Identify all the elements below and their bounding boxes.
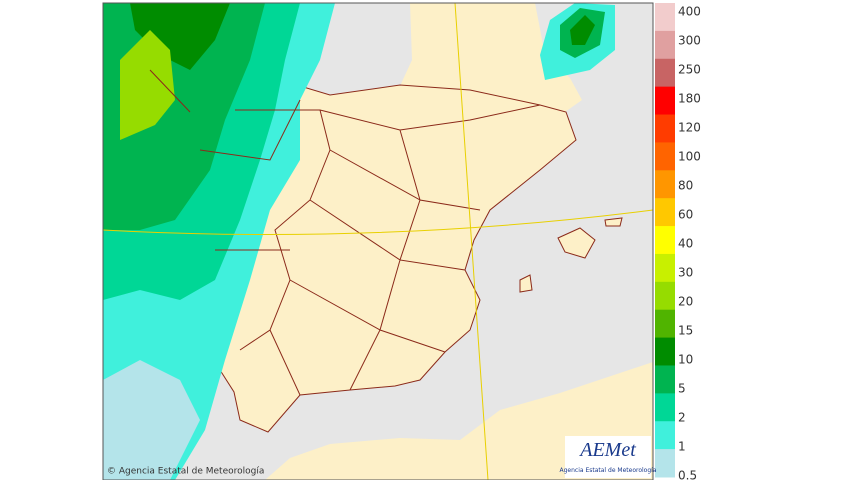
logo-name: AEMet <box>578 439 636 461</box>
legend-label: 400 <box>678 5 701 19</box>
legend-label: 30 <box>678 266 693 280</box>
graticule <box>103 3 653 480</box>
legend-label: 20 <box>678 295 693 309</box>
map-frame <box>102 2 654 480</box>
legend-label: 120 <box>678 121 701 135</box>
map <box>103 3 653 480</box>
legend-swatch <box>655 86 675 116</box>
balearics <box>519 217 623 293</box>
logo-box <box>565 436 651 478</box>
legend-swatch <box>655 281 675 311</box>
legend-label: 80 <box>678 179 693 193</box>
legend-swatch <box>655 253 675 283</box>
legend: 400 300 250 180 120 100 80 60 40 30 20 15 10 5 2 1 0.5 <box>655 3 701 480</box>
legend-swatch <box>655 58 675 88</box>
legend-swatch <box>655 393 675 422</box>
legend-swatch <box>655 337 675 366</box>
precip-10 <box>130 3 230 70</box>
legend-label: 0.5 <box>678 469 697 480</box>
legend-label: 180 <box>678 92 701 106</box>
legend-label: 300 <box>678 34 701 48</box>
legend-label: 60 <box>678 208 693 222</box>
legend-swatch <box>655 142 675 171</box>
legend-swatch <box>655 114 675 143</box>
legend-label: 250 <box>678 63 701 77</box>
legend-swatch <box>655 198 675 227</box>
legend-swatch <box>655 3 675 32</box>
legend-swatch <box>655 226 675 255</box>
legend-label: 1 <box>678 440 686 454</box>
legend-swatch <box>655 309 675 339</box>
legend-label: 10 <box>678 353 693 367</box>
legend-swatch <box>655 170 675 199</box>
legend-label: 2 <box>678 411 686 425</box>
borders <box>149 69 541 396</box>
precip-20 <box>120 30 175 140</box>
credit: © Agencia Estatal de Meteorología <box>107 467 264 477</box>
legend-swatch <box>655 421 675 450</box>
legend-label: 100 <box>678 150 701 164</box>
legend-label: 5 <box>678 382 686 396</box>
legend-label: 15 <box>678 324 693 338</box>
legend-swatch <box>655 365 675 394</box>
legend-swatch <box>655 30 675 60</box>
africa <box>265 362 653 480</box>
legend-swatch <box>655 449 675 478</box>
precip-nE-10 <box>570 15 595 45</box>
legend-label: 40 <box>678 237 693 251</box>
france <box>400 3 582 112</box>
precip-05 <box>103 360 200 480</box>
logo-subtitle: Agencia Estatal de Meteorología <box>560 467 657 474</box>
